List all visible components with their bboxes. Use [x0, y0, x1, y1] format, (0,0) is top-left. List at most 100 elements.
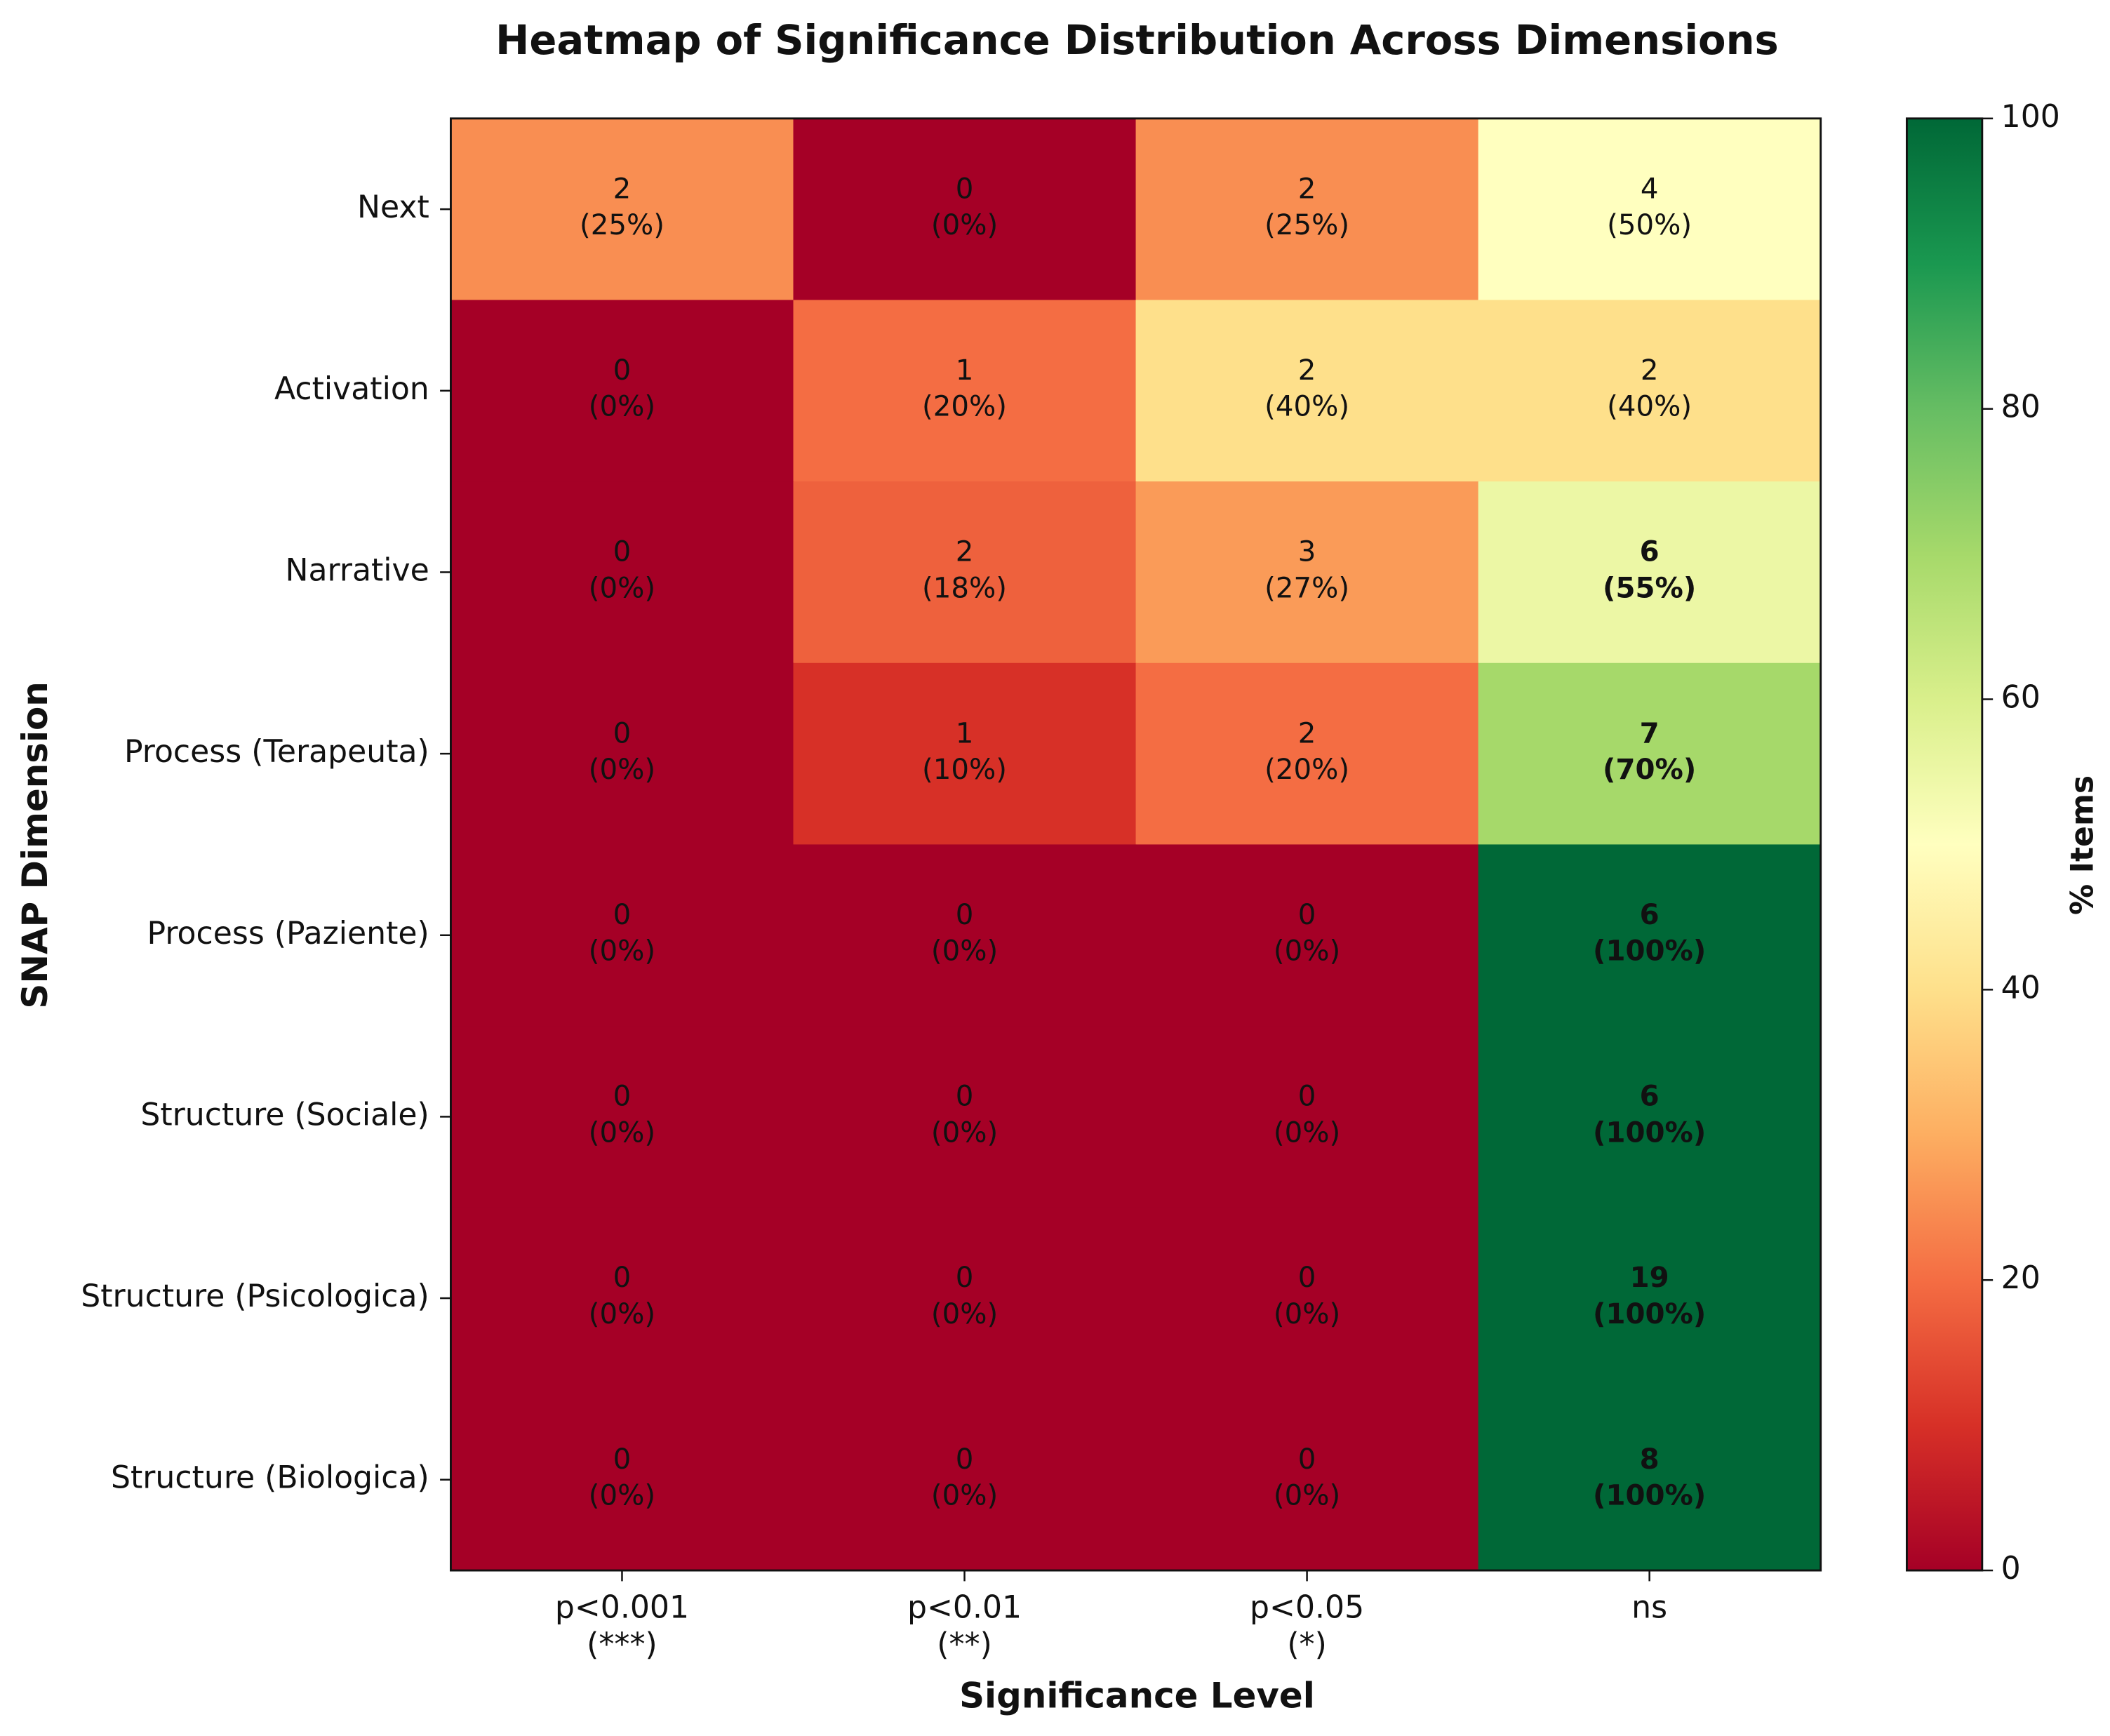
- cell-percent: (0%): [589, 1116, 655, 1149]
- y-tick-label: Structure (Biologica): [111, 1460, 429, 1496]
- cell-count: 0: [1298, 1262, 1316, 1294]
- cell-count: 0: [613, 1262, 632, 1294]
- heatmap-cell: [1135, 481, 1479, 664]
- y-tick-label: Structure (Psicologica): [81, 1278, 429, 1314]
- cell-percent: (50%): [1607, 209, 1692, 241]
- y-tick-label: Next: [357, 189, 429, 225]
- cell-percent: (0%): [931, 1298, 998, 1330]
- cell-count: 0: [956, 173, 974, 205]
- heatmap-cell: [450, 662, 794, 846]
- x-tick-label: p<0.05 (*): [1250, 1590, 1364, 1663]
- cell-percent: (0%): [1274, 1116, 1340, 1149]
- cell-count: 0: [956, 1262, 974, 1294]
- cell-count: 2: [613, 173, 632, 205]
- cell-percent: (40%): [1264, 391, 1349, 423]
- cell-percent: (0%): [589, 572, 655, 604]
- heatmap-cell: [450, 481, 794, 664]
- cell-count: 19: [1630, 1262, 1669, 1294]
- x-tick-label: p<0.01 (**): [907, 1590, 1022, 1663]
- heatmap-cell: [1478, 662, 1822, 846]
- cell-count: 0: [613, 717, 632, 749]
- heatmap-cell: [793, 300, 1137, 483]
- cell-percent: (0%): [589, 1298, 655, 1330]
- cell-percent: (0%): [589, 1480, 655, 1512]
- colorbar-tick-label: 20: [2001, 1260, 2041, 1296]
- heatmap-cell: [1135, 1207, 1479, 1390]
- colorbar-tick-label: 0: [2001, 1551, 2021, 1587]
- plot-frame: [450, 117, 1822, 1572]
- heatmap-cell: [793, 662, 1137, 846]
- cell-count: 0: [613, 354, 632, 387]
- y-tick-label: Narrative: [285, 552, 429, 588]
- heatmap-cell: [1135, 662, 1479, 846]
- cell-count: 2: [1298, 717, 1316, 749]
- heatmap-cell: [793, 844, 1137, 1027]
- heatmap-cell: [1135, 300, 1479, 483]
- heatmap-cell: [450, 844, 794, 1027]
- cell-count: 7: [1640, 717, 1660, 749]
- cell-count: 0: [956, 899, 974, 931]
- cell-percent: (100%): [1593, 1298, 1706, 1330]
- x-tick-label: p<0.001 (***): [555, 1590, 689, 1663]
- cell-percent: (25%): [580, 209, 665, 241]
- cell-percent: (0%): [1274, 935, 1340, 968]
- cell-count: 6: [1640, 536, 1660, 568]
- cell-count: 0: [1298, 1443, 1316, 1476]
- heatmap-cell: [1135, 844, 1479, 1027]
- heatmap-cell: [1135, 1389, 1479, 1572]
- cell-percent: (0%): [931, 1116, 998, 1149]
- cell-percent: (55%): [1603, 572, 1696, 604]
- y-tick-label: Structure (Sociale): [140, 1097, 429, 1133]
- heatmap-cell: [793, 481, 1137, 664]
- cell-count: 3: [1298, 536, 1316, 568]
- heatmap-cell: [1135, 118, 1479, 301]
- chart-title: Heatmap of Significance Distribution Acr…: [495, 17, 1779, 64]
- heatmap-cell: [793, 1026, 1137, 1208]
- cell-count: 2: [956, 536, 974, 568]
- cell-count: 1: [956, 354, 974, 387]
- cell-percent: (0%): [589, 935, 655, 968]
- cell-percent: (70%): [1603, 754, 1696, 786]
- colorbar-tick-label: 60: [2001, 680, 2041, 716]
- cell-percent: (0%): [931, 935, 998, 968]
- cell-count: 2: [1298, 173, 1316, 205]
- cell-count: 2: [1298, 354, 1316, 387]
- cell-percent: (20%): [922, 391, 1007, 423]
- heatmap-cell: [1478, 1389, 1822, 1572]
- cell-count: 1: [956, 717, 974, 749]
- cell-count: 0: [613, 899, 632, 931]
- cell-count: 0: [1298, 1081, 1316, 1113]
- colorbar-label: % Items: [2065, 775, 2101, 915]
- heatmap-cell: [450, 300, 794, 483]
- y-tick-label: Activation: [274, 371, 429, 407]
- cell-count: 0: [956, 1443, 974, 1476]
- heatmap-cell: [1135, 1026, 1479, 1208]
- heatmap-cell: [1478, 481, 1822, 664]
- heatmap-cell: [450, 1207, 794, 1390]
- cell-percent: (0%): [931, 209, 998, 241]
- colorbar: [1905, 117, 1984, 1572]
- y-axis-label: SNAP Dimension: [15, 681, 55, 1008]
- cell-percent: (10%): [922, 754, 1007, 786]
- cell-count: 6: [1640, 899, 1660, 931]
- cell-percent: (100%): [1593, 1116, 1706, 1149]
- colorbar-tick-label: 40: [2001, 970, 2041, 1006]
- heatmap-cell: [450, 1389, 794, 1572]
- y-tick-label: Process (Paziente): [147, 916, 429, 952]
- cell-count: 6: [1640, 1081, 1660, 1113]
- heatmap-cell: [450, 118, 794, 301]
- cell-percent: (0%): [1274, 1480, 1340, 1512]
- cell-percent: (100%): [1593, 1480, 1706, 1512]
- cell-count: 0: [956, 1081, 974, 1113]
- cell-percent: (40%): [1607, 391, 1692, 423]
- cell-percent: (0%): [589, 754, 655, 786]
- cell-count: 2: [1641, 354, 1659, 387]
- cell-count: 0: [1298, 899, 1316, 931]
- cell-percent: (100%): [1593, 935, 1706, 968]
- cell-percent: (20%): [1264, 754, 1349, 786]
- x-axis-label: Significance Level: [959, 1676, 1315, 1716]
- heatmap-cell: [793, 1389, 1137, 1572]
- colorbar-tick-label: 80: [2001, 389, 2041, 425]
